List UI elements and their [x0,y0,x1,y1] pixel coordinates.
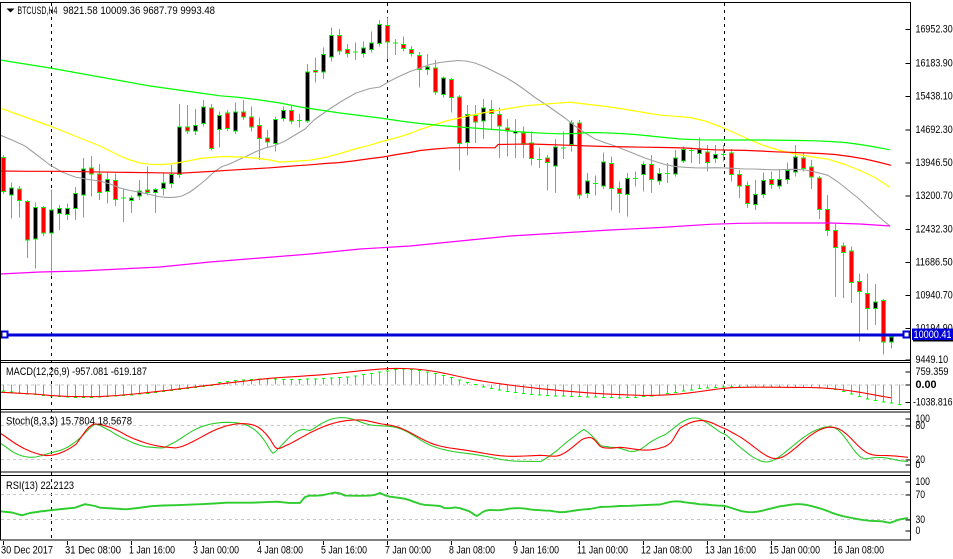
svg-text:70: 70 [916,489,926,501]
svg-text:16183.90: 16183.90 [916,58,953,70]
svg-text:10000.41: 10000.41 [914,329,952,341]
svg-text:13 Jan 16:00: 13 Jan 16:00 [705,545,756,557]
svg-text:30 Dec 2017: 30 Dec 2017 [1,545,53,557]
svg-text:7 Jan 00:00: 7 Jan 00:00 [385,545,431,557]
svg-text:0: 0 [916,525,921,537]
svg-text:9821.58 10009.36 9687.79 9993.: 9821.58 10009.36 9687.79 9993.48 [63,5,215,17]
svg-text:100: 100 [916,413,930,425]
svg-text:16 Jan 08:00: 16 Jan 08:00 [833,545,884,557]
svg-text:80: 80 [916,420,926,432]
svg-text:Stoch(8,3,3) 15.7804 18.5678: Stoch(8,3,3) 15.7804 18.5678 [6,416,132,428]
svg-text:1 Jan 16:00: 1 Jan 16:00 [129,545,175,557]
svg-text:MACD(12,26,9) -957.081 -619.18: MACD(12,26,9) -957.081 -619.187 [6,366,147,378]
svg-text:11686.50: 11686.50 [916,257,953,269]
svg-text:15438.10: 15438.10 [916,91,953,103]
svg-text:759.359: 759.359 [916,366,949,378]
svg-text:BTCUSD,H4: BTCUSD,H4 [17,5,57,17]
svg-text:0: 0 [916,459,921,471]
svg-text:5 Jan 16:00: 5 Jan 16:00 [321,545,367,557]
svg-text:9449.10: 9449.10 [916,354,949,366]
svg-text:100: 100 [916,476,930,488]
svg-text:12432.30: 12432.30 [916,223,953,235]
svg-text:8 Jan 08:00: 8 Jan 08:00 [449,545,495,557]
svg-text:20: 20 [916,454,926,466]
svg-text:14692.30: 14692.30 [916,124,953,136]
svg-text:RSI(13) 22.2123: RSI(13) 22.2123 [6,480,74,492]
svg-text:30: 30 [916,514,926,526]
svg-text:13200.70: 13200.70 [916,190,953,202]
svg-text:4 Jan 08:00: 4 Jan 08:00 [257,545,303,557]
svg-text:10940.70: 10940.70 [916,290,953,302]
svg-text:31 Dec 08:00: 31 Dec 08:00 [65,545,121,557]
svg-text:16952.30: 16952.30 [916,24,953,36]
svg-text:-1038.816: -1038.816 [913,396,953,408]
svg-text:13946.50: 13946.50 [916,157,953,169]
svg-text:3 Jan 00:00: 3 Jan 00:00 [193,545,239,557]
svg-text:9 Jan 16:00: 9 Jan 16:00 [513,545,559,557]
svg-text:15 Jan 00:00: 15 Jan 00:00 [769,545,820,557]
svg-text:12 Jan 08:00: 12 Jan 08:00 [641,545,692,557]
svg-text:11 Jan 00:00: 11 Jan 00:00 [577,545,628,557]
svg-text:0.00: 0.00 [916,379,937,391]
